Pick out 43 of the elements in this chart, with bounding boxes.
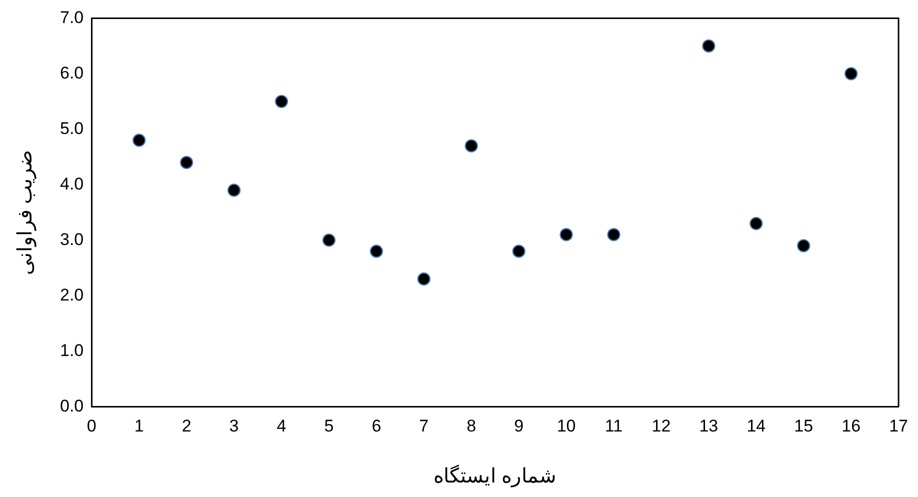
- point: [417, 272, 430, 286]
- y-tick-label: 3.0: [60, 230, 84, 249]
- y-tick-label: 4.0: [60, 174, 84, 194]
- y-tick-label: 2.0: [60, 285, 84, 304]
- x-tick-label: 15: [794, 416, 814, 436]
- point: [607, 228, 620, 242]
- x-tick-label: 12: [652, 416, 671, 436]
- point: [322, 234, 336, 247]
- point: [702, 39, 716, 53]
- x-tick-label: 7: [419, 416, 429, 436]
- x-tick-label: 4: [276, 416, 286, 436]
- point: [512, 244, 526, 258]
- x-tick-label: 5: [324, 416, 334, 436]
- x-tick-label: 9: [514, 416, 524, 436]
- y-tick-label: 5.0: [60, 118, 84, 138]
- x-tick-label: 2: [182, 416, 192, 436]
- point: [750, 216, 763, 230]
- x-tick-label: 6: [372, 416, 382, 436]
- point: [464, 139, 478, 152]
- x-tick-label: 13: [699, 416, 718, 436]
- point: [180, 156, 194, 170]
- x-tick-label: 1: [134, 416, 144, 436]
- x-axis-title: شماره ایستگاه: [434, 464, 557, 488]
- x-tick-label: 0: [86, 416, 96, 436]
- x-tick-label: 10: [556, 416, 576, 436]
- point: [132, 134, 146, 147]
- point: [797, 239, 810, 252]
- y-tick-label: 0.0: [60, 396, 84, 416]
- x-tick-label: 14: [746, 416, 766, 436]
- y-tick-label: 7.0: [60, 8, 84, 27]
- y-tick-label: 1.0: [60, 340, 84, 360]
- point: [274, 94, 288, 108]
- point: [844, 67, 858, 80]
- x-tick-label: 8: [466, 416, 476, 436]
- point: [370, 244, 384, 258]
- point: [560, 228, 573, 242]
- x-tick-label: 3: [229, 416, 239, 436]
- point: [227, 184, 241, 197]
- y-axis-title: ضریب فراوانی: [14, 150, 36, 275]
- y-tick-label: 6.0: [60, 63, 84, 82]
- x-tick-label: 16: [842, 416, 861, 436]
- x-tick-label: 17: [889, 416, 908, 436]
- x-tick-label: 11: [604, 416, 623, 436]
